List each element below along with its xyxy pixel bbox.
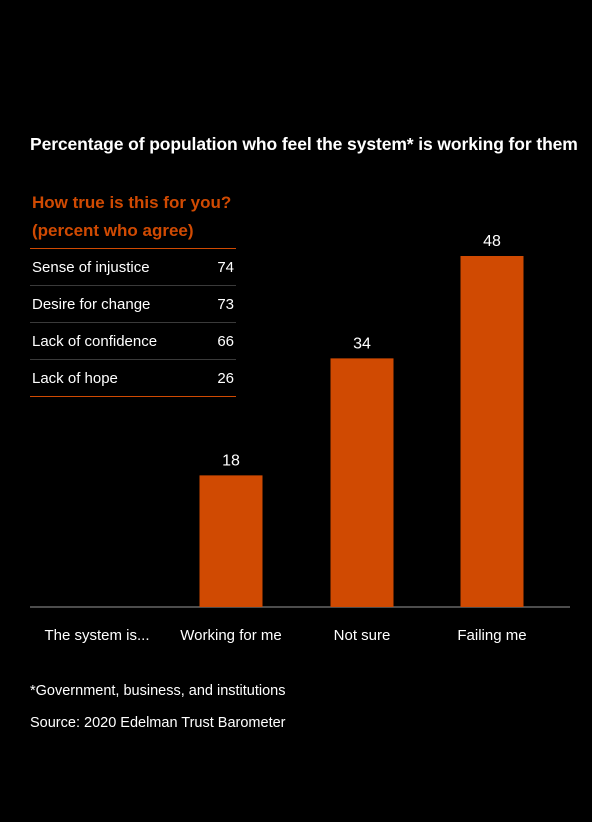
category-label: Failing me: [457, 627, 526, 644]
category-label: Working for me: [180, 627, 281, 644]
inset-row-value: 74: [217, 258, 234, 276]
category-label: Not sure: [334, 627, 391, 644]
bar-working-for-me: [199, 475, 263, 607]
source-note: Source: 2020 Edelman Trust Barometer: [30, 715, 286, 731]
inset-row-label: Sense of injustice: [32, 258, 150, 276]
inset-heading-line1: How true is this for you?: [32, 193, 232, 212]
bars-group: 18 Working for me 34 Not sure 48 Failing me: [180, 233, 526, 644]
inset-heading: How true is this for you? (percent who a…: [32, 189, 252, 245]
chart-title: Percentage of population who feel the sy…: [30, 134, 578, 154]
data-label: 48: [483, 233, 501, 250]
inset-row: Desire for change 73: [30, 286, 236, 323]
inset-row: Lack of confidence 66: [30, 323, 236, 360]
inset-heading-line2: (percent who agree): [32, 221, 194, 240]
inset-row-value: 26: [217, 369, 234, 387]
bar-failing-me: [460, 256, 524, 607]
inset-row-value: 66: [217, 332, 234, 350]
bar-not-sure: [330, 358, 394, 607]
data-label: 18: [222, 452, 240, 469]
inset-table: Sense of injustice 74 Desire for change …: [30, 248, 236, 397]
footnote: *Government, business, and institutions: [30, 683, 286, 699]
inset-row: Sense of injustice 74: [30, 249, 236, 286]
inset-row-label: Lack of confidence: [32, 332, 158, 350]
inset-row-label: Lack of hope: [32, 369, 118, 387]
axis-lead-label: The system is...: [44, 627, 149, 644]
data-label: 34: [353, 335, 371, 352]
inset-row: Lack of hope 26: [30, 360, 236, 397]
inset-row-value: 73: [217, 295, 234, 313]
inset-row-label: Desire for change: [32, 295, 151, 313]
